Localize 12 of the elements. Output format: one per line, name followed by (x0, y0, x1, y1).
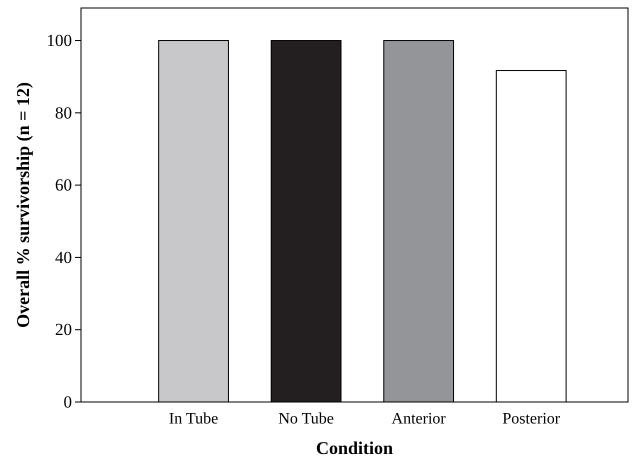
y-tick-label: 60 (55, 176, 72, 195)
y-tick-label: 0 (64, 392, 72, 412)
y-tick-label: 100 (46, 30, 72, 50)
x-axis-title: Condition (316, 438, 394, 458)
y-tick-label: 40 (55, 248, 72, 267)
y-axis-title: Overall % survivorship (n = 12) (13, 82, 33, 328)
y-tick-label: 80 (55, 103, 72, 122)
x-tick-label: Posterior (502, 410, 561, 428)
x-tick-label: In Tube (168, 410, 218, 428)
x-tick-label: No Tube (278, 410, 334, 428)
x-tick-label: Anterior (392, 410, 446, 428)
y-tick-label: 20 (55, 320, 72, 340)
